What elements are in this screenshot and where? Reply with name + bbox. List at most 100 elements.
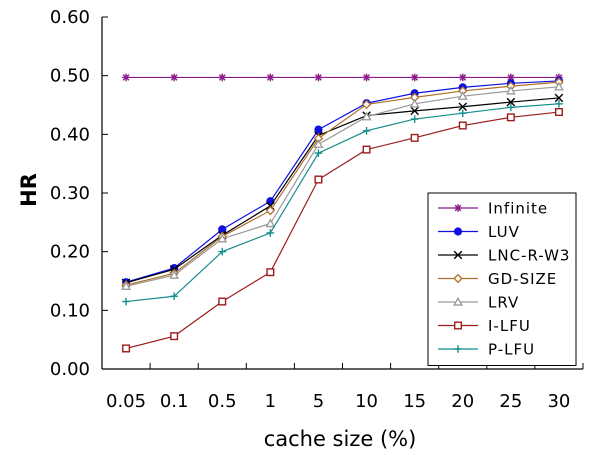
legend-item-gd-size: GD-SIZE (438, 270, 557, 288)
data-point-lnc-r-w3 (410, 106, 419, 116)
data-point-infinite (266, 73, 275, 82)
legend-item-lrv: LRV (438, 294, 519, 312)
data-point-infinite (458, 73, 467, 82)
legend-label: GD-SIZE (488, 270, 557, 288)
data-point-lrv (554, 81, 564, 91)
data-point-p-lfu (555, 100, 563, 108)
x-tick-label: 10 (355, 391, 378, 412)
data-point-lrv (457, 91, 468, 100)
legend-marker-p-lfu (454, 345, 462, 353)
legend-label: P-LFU (488, 341, 535, 359)
legend-label: LRV (488, 294, 519, 312)
data-point-infinite (122, 73, 130, 82)
data-point-lnc-r-w3 (554, 93, 564, 103)
data-point-p-lfu (458, 109, 467, 118)
data-point-i-lfu (266, 268, 275, 277)
data-point-lnc-r-w3 (506, 97, 516, 107)
series-lrv (121, 81, 564, 290)
data-point-gd-size (361, 99, 372, 110)
x-tick-label: 25 (499, 391, 522, 412)
legend: Infinite LUV LNC-R-W3 GD-SIZE LRV I-LFU P-LFU (427, 192, 577, 366)
legend-marker-infinite (454, 204, 462, 212)
legend-box (427, 192, 577, 366)
data-point-gd-size (265, 205, 276, 216)
data-point-infinite (170, 73, 178, 82)
series-line-gd-size (125, 81, 560, 286)
data-point-lrv (169, 269, 180, 279)
x-axis-ticks: 0.05 0.1 0.5 1 5 10 15 20 25 30 (101, 363, 584, 412)
y-axis-ticks: 0.00 0.10 0.20 0.30 0.40 0.50 0.60 (50, 7, 108, 380)
legend-marker-i-lfu (454, 321, 463, 330)
data-point-infinite (218, 73, 227, 82)
legend-marker-lrv (453, 296, 463, 306)
data-point-i-lfu (554, 108, 563, 117)
y-tick-label: 0.30 (50, 183, 90, 204)
y-tick-label: 0.10 (50, 300, 90, 321)
x-axis-title: cache size (%) (264, 427, 417, 451)
y-axis-title: HR (17, 173, 41, 207)
legend-label: LNC-R-W3 (488, 247, 570, 265)
data-point-infinite (410, 73, 419, 82)
data-point-luv (314, 125, 323, 134)
data-point-lrv (313, 139, 324, 148)
data-point-lrv (121, 281, 131, 290)
data-point-lrv (361, 111, 372, 121)
data-point-p-lfu (314, 149, 323, 157)
legend-item-p-lfu: P-LFU (438, 341, 535, 359)
legend-item-luv: LUV (438, 223, 520, 241)
data-point-i-lfu (506, 113, 515, 122)
data-point-i-lfu (218, 297, 227, 306)
legend-label: I-LFU (488, 317, 531, 335)
data-point-lrv (505, 85, 516, 95)
legend-item-lnc-r-w3: LNC-R-W3 (438, 247, 570, 265)
data-point-p-lfu (410, 115, 419, 123)
data-point-lrv (265, 218, 276, 228)
data-point-i-lfu (170, 332, 179, 341)
data-point-infinite (362, 73, 371, 82)
legend-marker-luv (453, 227, 463, 236)
data-point-p-lfu (170, 292, 178, 301)
series-line-luv (125, 80, 559, 283)
x-tick-label: 0.5 (208, 391, 237, 412)
data-point-i-lfu (314, 175, 323, 184)
data-point-lrv (217, 233, 228, 243)
data-point-infinite (314, 73, 323, 82)
series-line-lnc-r-w3 (125, 97, 560, 284)
series-line-lrv (125, 86, 560, 287)
legend-marker-gd-size (453, 273, 463, 284)
y-tick-label: 0.50 (50, 66, 90, 87)
series-p-lfu (122, 100, 563, 306)
legend-marker-lnc-r-w3 (453, 250, 463, 260)
data-point-lrv (409, 98, 420, 108)
legend-item-infinite: Infinite (438, 200, 548, 218)
data-point-i-lfu (410, 133, 419, 142)
x-tick-label: 0.05 (106, 391, 146, 412)
series-i-lfu (122, 108, 563, 353)
y-tick-label: 0.40 (50, 124, 90, 145)
x-tick-label: 15 (403, 391, 426, 412)
y-tick-label: 0.00 (50, 359, 90, 380)
data-point-p-lfu (122, 297, 130, 306)
data-point-p-lfu (266, 229, 275, 237)
legend-label: LUV (488, 223, 520, 241)
data-point-lnc-r-w3 (458, 102, 468, 112)
data-point-p-lfu (362, 127, 371, 135)
series-layer (121, 73, 564, 353)
legend-item-i-lfu: I-LFU (438, 317, 531, 335)
data-point-p-lfu (507, 103, 515, 112)
x-tick-label: 0.1 (160, 391, 189, 412)
x-tick-label: 1 (265, 391, 276, 412)
y-tick-label: 0.60 (50, 7, 90, 28)
series-line-i-lfu (125, 111, 560, 350)
x-tick-label: 20 (451, 391, 474, 412)
data-point-p-lfu (218, 247, 227, 256)
x-tick-label: 30 (547, 391, 570, 412)
series-infinite (122, 73, 563, 82)
x-tick-label: 5 (313, 391, 324, 412)
data-point-i-lfu (362, 145, 371, 154)
legend-label: Infinite (488, 200, 548, 218)
series-line-p-lfu (125, 103, 559, 303)
data-point-i-lfu (458, 121, 467, 130)
y-tick-label: 0.20 (50, 242, 90, 263)
